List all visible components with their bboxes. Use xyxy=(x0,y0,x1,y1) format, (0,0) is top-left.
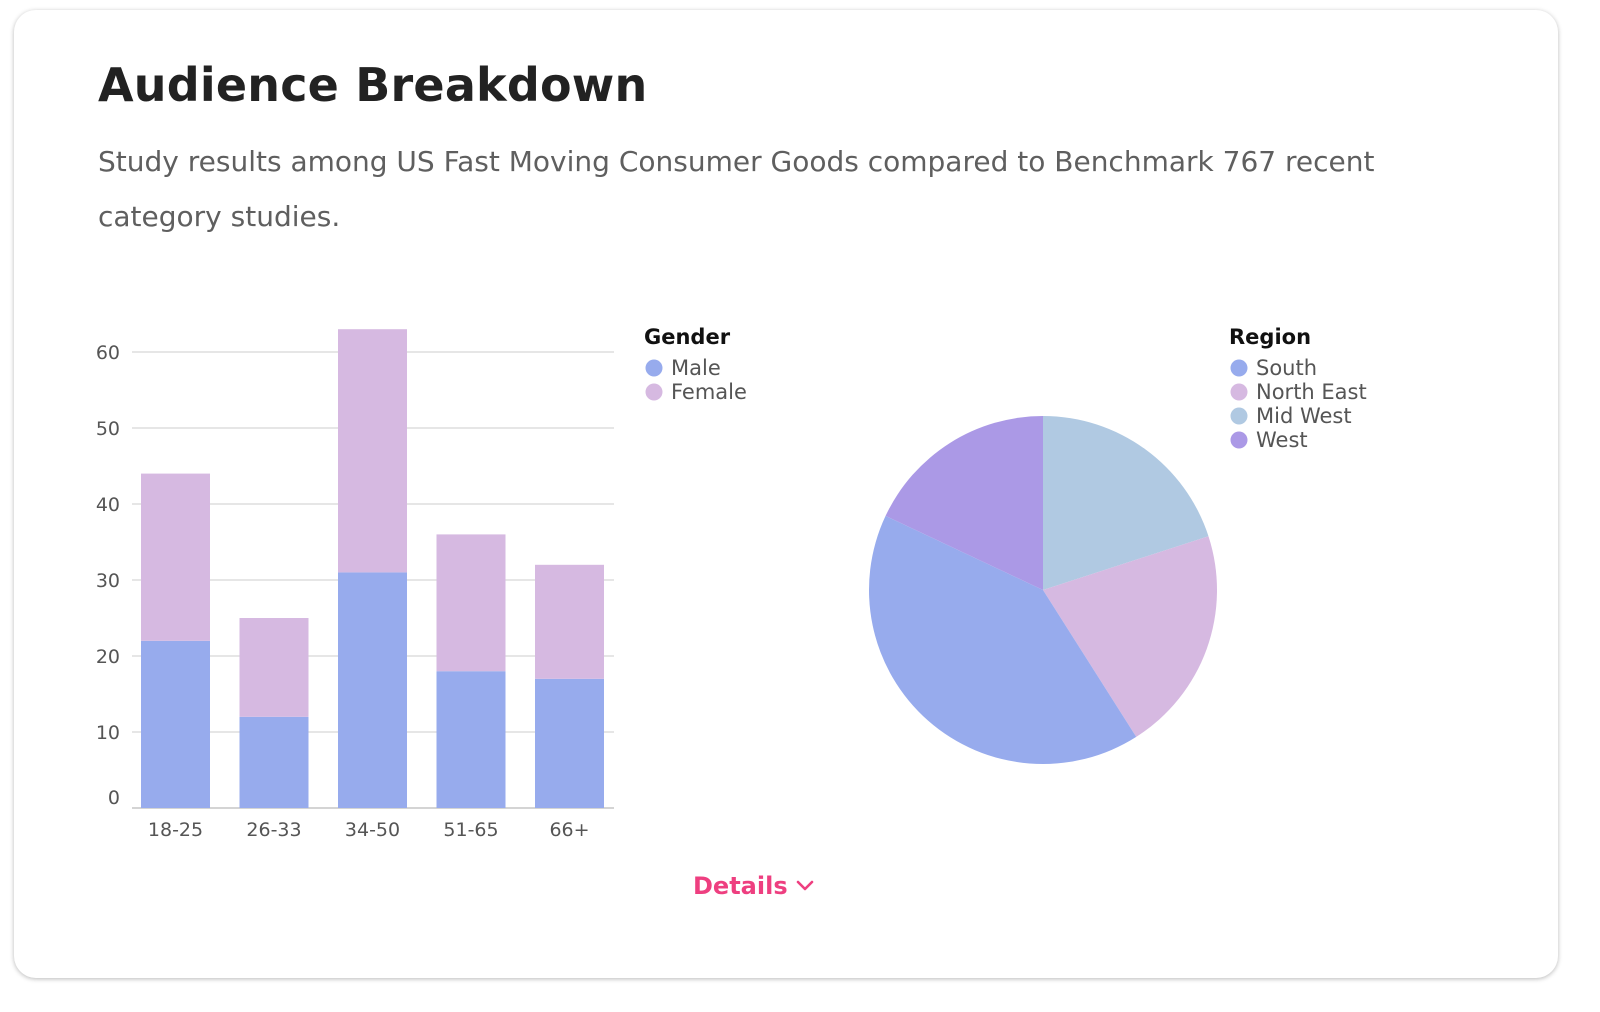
bar-female-34-50[interactable] xyxy=(338,329,407,573)
legend-swatch-female xyxy=(645,383,663,401)
pie-slice-mid-west[interactable] xyxy=(1043,416,1209,590)
legend-label-female[interactable]: Female xyxy=(671,380,747,404)
bar-female-51-65[interactable] xyxy=(436,534,506,672)
pie-slice-west[interactable] xyxy=(885,416,1043,590)
bar-male-51-65[interactable] xyxy=(436,671,506,808)
page-title: Audience Breakdown xyxy=(98,58,648,112)
page-subtitle: Study results among US Fast Moving Consu… xyxy=(98,145,1375,233)
pie-slice-south[interactable] xyxy=(869,515,1137,765)
pie-slice-north-east[interactable] xyxy=(1043,536,1217,737)
legend-label-north-east[interactable]: North East xyxy=(1256,380,1367,404)
chevron-down-icon xyxy=(796,880,813,891)
bar-male-66+[interactable] xyxy=(535,678,604,808)
bar-male-18-25[interactable] xyxy=(141,640,210,808)
details-toggle-button[interactable]: Details xyxy=(693,872,814,900)
audience-breakdown-card xyxy=(14,10,1558,978)
y-tick-label: 20 xyxy=(96,646,120,668)
legend-swatch-north-east xyxy=(1230,383,1248,401)
legend-label-west[interactable]: West xyxy=(1256,428,1308,452)
details-label: Details xyxy=(693,872,788,900)
x-tick-label: 18-25 xyxy=(148,819,203,841)
legend-swatch-male xyxy=(645,359,663,377)
y-tick-label: 60 xyxy=(96,342,120,364)
bar-female-18-25[interactable] xyxy=(141,473,210,641)
x-tick-label: 26-33 xyxy=(246,819,301,841)
x-tick-label: 34-50 xyxy=(345,819,400,841)
legend-swatch-mid-west xyxy=(1230,407,1248,425)
y-tick-label: 10 xyxy=(96,722,120,744)
bar-female-66+[interactable] xyxy=(535,564,604,679)
bar-male-34-50[interactable] xyxy=(338,572,407,808)
gender-legend-title: Gender xyxy=(644,325,731,349)
region-legend-title: Region xyxy=(1229,325,1311,349)
legend-label-mid-west[interactable]: Mid West xyxy=(1256,404,1352,428)
legend-swatch-west xyxy=(1230,431,1248,449)
y-tick-label: 0 xyxy=(108,787,120,809)
bar-male-26-33[interactable] xyxy=(239,716,309,808)
x-tick-label: 66+ xyxy=(549,819,589,841)
bar-female-26-33[interactable] xyxy=(239,618,309,717)
y-tick-label: 30 xyxy=(96,570,120,592)
legend-label-male[interactable]: Male xyxy=(671,356,721,380)
gender-age-bar-chart: 0 10 20 30 40 50 60 18-25 26-33 34-50 51-65 66+ Gend… xyxy=(96,325,747,841)
y-tick-label: 40 xyxy=(96,494,120,516)
y-tick-label: 50 xyxy=(96,418,120,440)
x-tick-label: 51-65 xyxy=(443,819,498,841)
legend-swatch-south xyxy=(1230,359,1248,377)
legend-label-south[interactable]: South xyxy=(1256,356,1317,380)
